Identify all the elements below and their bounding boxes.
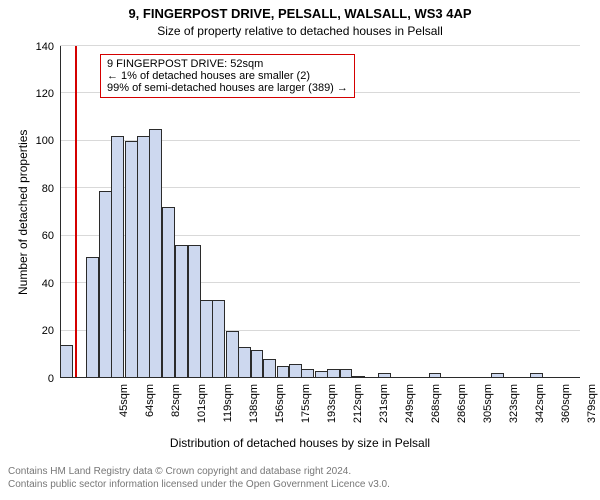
histogram-bar [352,376,365,378]
histogram-bar [491,373,504,378]
x-tick-label: 193sqm [326,384,338,444]
x-tick-label: 305sqm [482,384,494,444]
x-tick-label: 249sqm [404,384,416,444]
y-tick-label: 60 [20,230,54,242]
x-tick-label: 379sqm [586,384,598,444]
histogram-bar [175,245,188,378]
histogram-bar [238,347,251,378]
x-tick-label: 45sqm [118,384,130,444]
histogram-bar [226,331,239,378]
histogram-bar [530,373,543,378]
x-tick-label: 138sqm [248,384,260,444]
annotation-line: 9 FINGERPOST DRIVE: 52sqm [107,58,348,70]
gridline [60,45,580,46]
histogram-bar [111,136,124,378]
chart-title: 9, FINGERPOST DRIVE, PELSALL, WALSALL, W… [0,6,600,21]
annotation-box: 9 FINGERPOST DRIVE: 52sqm← 1% of detache… [100,54,355,98]
histogram-bar [125,141,138,378]
y-axis-label: Number of detached properties [16,130,30,295]
footer-line: Contains HM Land Registry data © Crown c… [8,466,390,479]
histogram-bar [340,369,353,378]
histogram-bar [301,369,314,378]
histogram-bar [86,257,99,378]
histogram-bar [162,207,175,378]
histogram-bar [137,136,150,378]
x-tick-label: 175sqm [300,384,312,444]
y-tick-label: 0 [20,373,54,385]
histogram-bar [60,345,73,378]
chart-subtitle: Size of property relative to detached ho… [0,24,600,38]
histogram-bar [315,371,328,378]
property-marker-line [75,46,77,378]
x-tick-label: 286sqm [456,384,468,444]
histogram-bar [251,350,264,378]
y-tick-label: 20 [20,325,54,337]
y-tick-label: 100 [20,135,54,147]
histogram-bar [200,300,213,378]
y-tick-label: 80 [20,183,54,195]
histogram-bar [378,373,391,378]
histogram-bar [149,129,162,378]
x-tick-label: 156sqm [274,384,286,444]
annotation-line: 99% of semi-detached houses are larger (… [107,82,348,94]
x-tick-label: 119sqm [222,384,234,444]
y-tick-label: 120 [20,88,54,100]
histogram-bar [327,369,340,378]
x-tick-label: 323sqm [508,384,520,444]
histogram-bar [99,191,112,378]
x-tick-label: 82sqm [170,384,182,444]
y-tick-label: 140 [20,41,54,53]
x-tick-label: 231sqm [378,384,390,444]
histogram-bar [188,245,201,378]
histogram-bar [263,359,276,378]
x-tick-label: 268sqm [430,384,442,444]
x-axis-label: Distribution of detached houses by size … [0,436,600,450]
annotation-line: ← 1% of detached houses are smaller (2) [107,70,348,82]
x-tick-label: 360sqm [560,384,572,444]
histogram-bar [429,373,442,378]
x-tick-label: 342sqm [534,384,546,444]
x-tick-label: 101sqm [196,384,208,444]
x-tick-label: 64sqm [144,384,156,444]
histogram-bar [212,300,225,378]
x-tick-label: 212sqm [352,384,364,444]
histogram-bar [277,366,290,378]
footer-line: Contains public sector information licen… [8,479,390,492]
chart-footer: Contains HM Land Registry data © Crown c… [8,466,390,491]
histogram-bar [289,364,302,378]
y-tick-label: 40 [20,278,54,290]
